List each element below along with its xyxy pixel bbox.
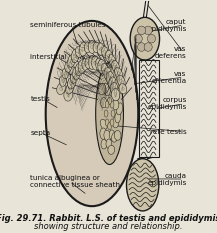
Ellipse shape	[134, 34, 142, 43]
Ellipse shape	[109, 55, 116, 67]
Text: septa: septa	[30, 130, 51, 136]
Ellipse shape	[105, 72, 112, 82]
Ellipse shape	[104, 130, 111, 142]
Ellipse shape	[64, 88, 73, 101]
Ellipse shape	[144, 43, 152, 51]
Ellipse shape	[70, 72, 77, 83]
Ellipse shape	[105, 50, 112, 62]
Text: corpus
epididymis: corpus epididymis	[147, 97, 187, 110]
Ellipse shape	[138, 43, 146, 51]
Ellipse shape	[112, 88, 120, 101]
Ellipse shape	[108, 97, 112, 104]
Ellipse shape	[127, 159, 159, 211]
Text: vas
efferentia: vas efferentia	[151, 71, 187, 84]
Ellipse shape	[89, 55, 95, 70]
Ellipse shape	[106, 72, 114, 84]
Ellipse shape	[105, 119, 109, 126]
Ellipse shape	[101, 98, 107, 108]
Ellipse shape	[130, 17, 159, 60]
Ellipse shape	[71, 49, 79, 63]
Ellipse shape	[85, 58, 92, 69]
Ellipse shape	[57, 83, 65, 95]
Ellipse shape	[115, 68, 123, 79]
Ellipse shape	[98, 60, 106, 74]
Ellipse shape	[96, 63, 123, 164]
Ellipse shape	[119, 84, 127, 94]
Ellipse shape	[107, 79, 114, 89]
Ellipse shape	[68, 77, 76, 89]
Text: rete testis: rete testis	[150, 129, 187, 134]
Ellipse shape	[68, 54, 75, 67]
Ellipse shape	[79, 42, 87, 56]
Ellipse shape	[104, 68, 111, 79]
Ellipse shape	[115, 112, 121, 123]
Ellipse shape	[113, 90, 119, 101]
Ellipse shape	[147, 34, 156, 43]
Ellipse shape	[112, 132, 118, 142]
Ellipse shape	[114, 130, 121, 140]
Text: seminiferous tubules: seminiferous tubules	[30, 22, 106, 28]
Ellipse shape	[102, 63, 108, 76]
Ellipse shape	[96, 58, 102, 71]
Ellipse shape	[75, 47, 83, 58]
Ellipse shape	[84, 42, 91, 53]
Ellipse shape	[109, 130, 115, 140]
Ellipse shape	[108, 123, 112, 130]
Ellipse shape	[101, 139, 107, 149]
Ellipse shape	[112, 117, 119, 128]
Text: Fig. 29.71. Rabbit. L.S. of testis and epididymis: Fig. 29.71. Rabbit. L.S. of testis and e…	[0, 214, 217, 223]
Ellipse shape	[75, 63, 83, 76]
Ellipse shape	[88, 40, 96, 53]
Ellipse shape	[46, 21, 138, 206]
Ellipse shape	[105, 101, 109, 108]
Ellipse shape	[99, 83, 106, 95]
Ellipse shape	[100, 119, 107, 130]
Ellipse shape	[104, 110, 108, 117]
Ellipse shape	[72, 67, 80, 79]
Ellipse shape	[138, 26, 146, 35]
Ellipse shape	[93, 42, 100, 53]
Text: testis: testis	[30, 96, 50, 102]
Ellipse shape	[112, 99, 119, 110]
Ellipse shape	[92, 56, 99, 70]
Ellipse shape	[110, 101, 114, 108]
Ellipse shape	[101, 83, 108, 93]
Ellipse shape	[110, 119, 114, 126]
Text: caput
epididymis: caput epididymis	[147, 18, 187, 31]
Ellipse shape	[59, 75, 67, 86]
Ellipse shape	[65, 61, 72, 72]
Ellipse shape	[110, 82, 118, 95]
Ellipse shape	[97, 43, 104, 55]
Ellipse shape	[112, 60, 120, 73]
Ellipse shape	[106, 139, 112, 148]
Ellipse shape	[105, 86, 110, 96]
Text: interstitial cells: interstitial cells	[30, 55, 86, 60]
Ellipse shape	[109, 77, 116, 89]
Text: tunica albuginea or
connective tissue sheath: tunica albuginea or connective tissue sh…	[30, 175, 120, 188]
Ellipse shape	[100, 128, 107, 139]
Ellipse shape	[111, 110, 115, 117]
Ellipse shape	[117, 75, 125, 86]
Ellipse shape	[108, 145, 115, 154]
Ellipse shape	[116, 103, 123, 115]
Text: showing structure and relationship.: showing structure and relationship.	[34, 222, 183, 231]
Ellipse shape	[62, 68, 69, 79]
Text: vas
deferens: vas deferens	[155, 46, 187, 59]
Ellipse shape	[66, 83, 74, 94]
Ellipse shape	[144, 26, 152, 35]
Ellipse shape	[113, 80, 119, 90]
Ellipse shape	[82, 58, 89, 70]
Ellipse shape	[78, 60, 86, 73]
Text: cauda
epididymis: cauda epididymis	[147, 172, 187, 185]
Ellipse shape	[108, 87, 116, 97]
Ellipse shape	[102, 47, 108, 58]
